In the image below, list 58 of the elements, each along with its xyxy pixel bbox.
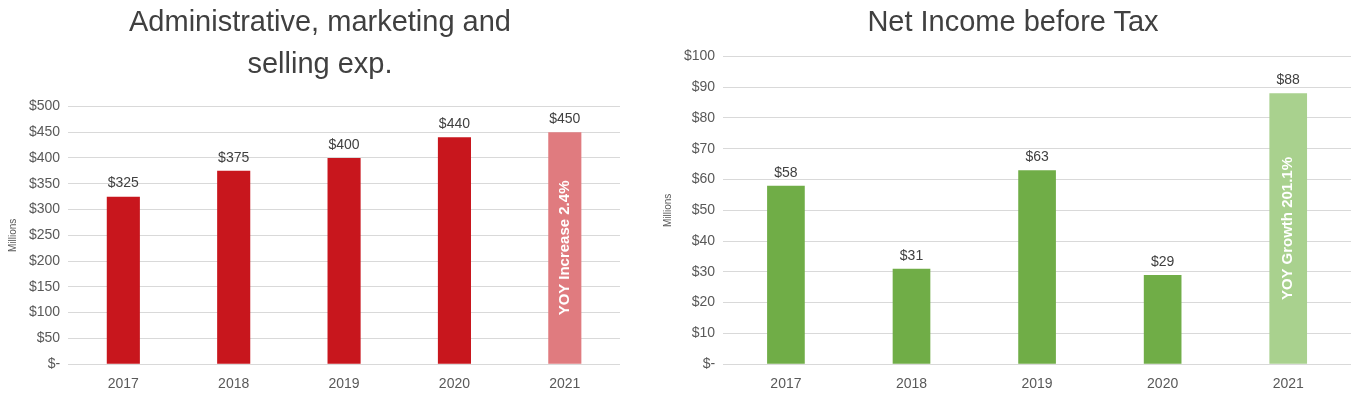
x-tick-label: 2017 (770, 375, 802, 392)
y-tick-label: $350 (28, 174, 61, 191)
annotation: YOY Increase 2.4% (554, 180, 572, 316)
data-label: $450 (549, 110, 581, 127)
y-tick-label: $70 (691, 139, 716, 156)
bar (1143, 274, 1182, 364)
data-label: $88 (1276, 71, 1301, 88)
bar (1269, 93, 1308, 364)
data-label: $29 (1150, 252, 1175, 269)
x-tick-label: 2018 (895, 375, 928, 392)
y-tick-label: $80 (691, 108, 716, 125)
y-tick-label: $450 (28, 123, 61, 140)
x-tick-label: 2019 (328, 375, 360, 392)
data-label: $325 (107, 174, 140, 191)
y-tick-label: $200 (28, 251, 61, 268)
y-tick-label: $10 (691, 324, 716, 341)
chart-title: Administrative, marketing and selling exp. (128, 4, 512, 81)
y-tick-label: $60 (691, 170, 716, 187)
y-axis-title: Millions (661, 193, 673, 227)
bar (217, 170, 251, 364)
y-tick-label: $- (702, 355, 716, 372)
y-tick-label: $40 (691, 231, 716, 248)
y-tick-label: $250 (28, 226, 61, 243)
annotation: YOY Growth 201.1% (1278, 156, 1296, 301)
data-label: $58 (774, 163, 798, 180)
data-label: $400 (328, 135, 360, 152)
x-tick-label: 2017 (107, 375, 140, 392)
y-tick-label: $90 (691, 78, 716, 95)
bar (892, 268, 931, 364)
y-tick-label: $50 (691, 201, 716, 218)
data-label: $63 (1025, 148, 1049, 165)
data-label: $375 (218, 148, 250, 165)
x-tick-label: 2021 (1272, 375, 1304, 392)
y-tick-label: $150 (28, 277, 61, 294)
chart-title: Net Income before Tax (866, 4, 1160, 39)
y-tick-label: $400 (28, 148, 61, 165)
y-axis-title: Millions (6, 218, 18, 252)
y-tick-label: $50 (36, 329, 61, 346)
y-tick-label: $100 (28, 303, 61, 320)
bar (767, 185, 805, 364)
y-tick-label: $100 (683, 47, 716, 64)
data-label: $440 (438, 115, 471, 132)
y-tick-label: $20 (691, 293, 716, 310)
y-tick-label: $500 (28, 97, 61, 114)
bar (1018, 170, 1056, 364)
data-label: $31 (899, 246, 924, 263)
x-tick-label: 2020 (438, 375, 471, 392)
bar (437, 137, 471, 364)
x-tick-label: 2019 (1021, 375, 1053, 392)
y-tick-label: $- (47, 355, 61, 372)
y-tick-label: $300 (28, 200, 61, 217)
bar (106, 196, 140, 364)
y-tick-label: $30 (691, 262, 716, 279)
bar (548, 132, 582, 364)
x-tick-label: 2020 (1147, 375, 1179, 392)
x-tick-label: 2018 (218, 375, 250, 392)
x-tick-label: 2021 (549, 375, 581, 392)
bar (327, 157, 361, 364)
